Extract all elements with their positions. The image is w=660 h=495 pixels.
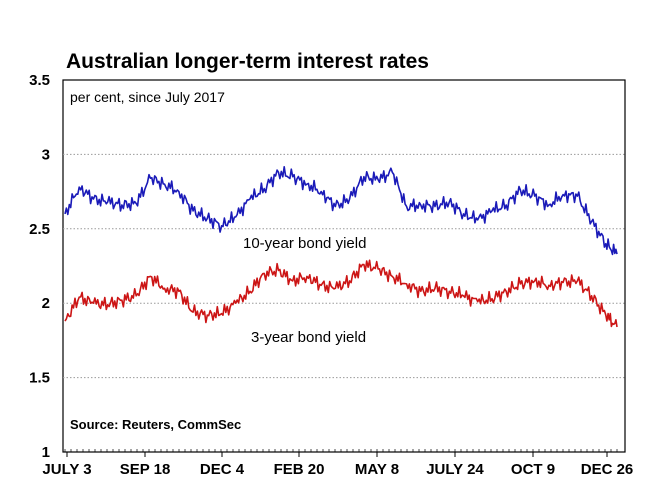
x-tick-label: MAY 8: [355, 461, 399, 478]
plot-area: [62, 79, 626, 453]
x-tick-label: FEB 20: [274, 461, 325, 478]
gridlines: [63, 153, 625, 379]
annotation-10-year: 10-year bond yield: [243, 235, 366, 252]
y-tick-label: 3: [42, 146, 50, 163]
y-tick-label: 2: [42, 295, 50, 312]
y-tick-label: 1.5: [29, 370, 50, 387]
x-axis-ticks: JULY 3 SEP 18 DEC 4 FEB 20 MAY 8 JULY 24 OCT 9…: [42, 449, 633, 478]
y-axis-ticks: 1 1.5 2 2.5 3 3.5: [29, 72, 50, 461]
y-tick-label: 3.5: [29, 72, 50, 89]
annotation-3-year: 3-year bond yield: [251, 329, 366, 346]
x-tick-label: DEC 26: [581, 461, 634, 478]
x-tick-label: DEC 4: [200, 461, 245, 478]
chart-source: Source: Reuters, CommSec: [70, 417, 241, 432]
series-line-3-year: [64, 259, 618, 328]
x-tick-label: JULY 24: [426, 461, 484, 478]
series-line-10-year: [64, 166, 618, 256]
y-tick-label: 2.5: [29, 221, 50, 238]
y-tick-label: 1: [42, 444, 50, 461]
x-tick-label: JULY 3: [42, 461, 91, 478]
x-tick-label: SEP 18: [120, 461, 171, 478]
chart-subtitle: per cent, since July 2017: [70, 89, 225, 105]
series-lines: [64, 166, 618, 328]
chart-title: Australian longer-term interest rates: [66, 50, 429, 73]
x-tick-label: OCT 9: [511, 461, 555, 478]
